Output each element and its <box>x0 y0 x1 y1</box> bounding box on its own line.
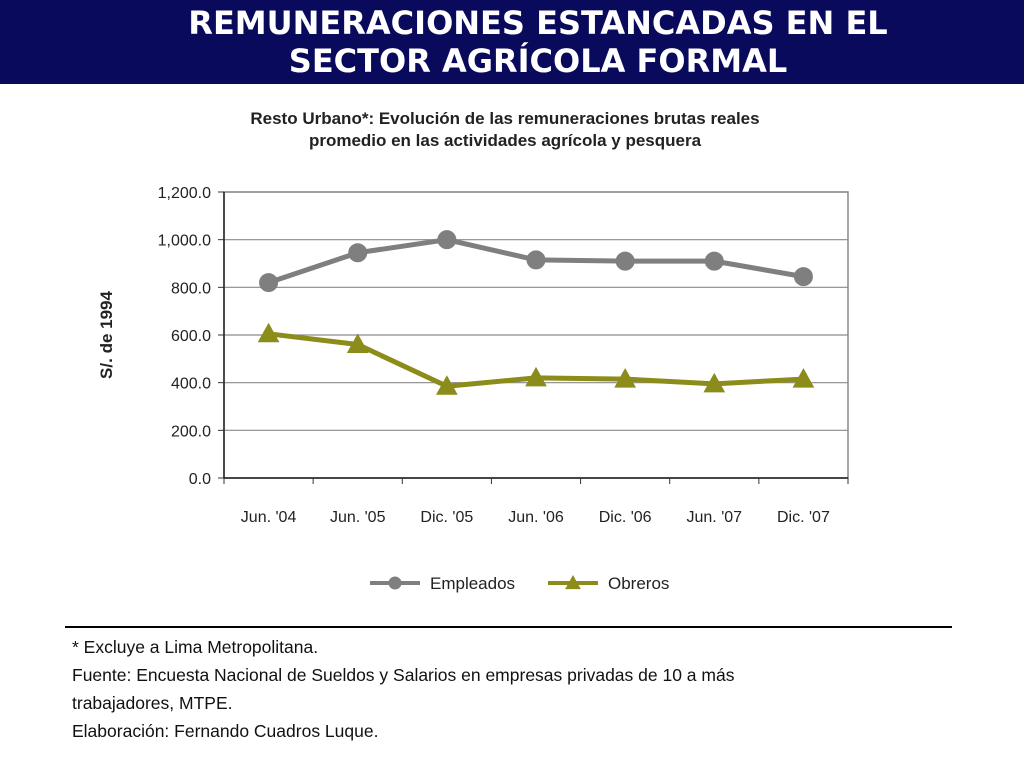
chart-title-line1: Resto Urbano*: Evolución de las remunera… <box>250 109 760 128</box>
footnote-source-cont: trabajadores, MTPE. <box>72 693 233 713</box>
y-tick-label: 200.0 <box>171 423 211 440</box>
legend-marker <box>388 576 402 590</box>
x-tick-label: Jun. '07 <box>687 509 743 526</box>
footnote-author: Elaboración: Fernando Cuadros Luque. <box>72 721 379 741</box>
data-point-empleados <box>615 251 635 271</box>
y-tick-label: 1,200.0 <box>158 185 211 202</box>
slide-title-line1: REMUNERACIONES ESTANCADAS EN EL <box>188 4 888 42</box>
data-point-empleados <box>704 251 724 271</box>
data-point-obreros <box>614 368 636 388</box>
y-tick-label: 400.0 <box>171 376 211 393</box>
data-point-obreros <box>703 372 726 393</box>
footnotes: * Excluye a Lima Metropolitana. Fuente: … <box>72 633 948 745</box>
chart-title: Resto Urbano*: Evolución de las remunera… <box>150 108 860 152</box>
y-tick-label: 600.0 <box>171 328 211 345</box>
data-point-empleados <box>793 267 813 287</box>
data-point-obreros <box>257 322 280 343</box>
x-tick-label: Dic. '07 <box>777 509 830 526</box>
data-point-obreros <box>792 368 815 388</box>
chart-title-line2: promedio en las actividades agrícola y p… <box>308 131 702 150</box>
y-axis-label: S/. de 1994 <box>97 291 116 379</box>
y-tick-label: 0.0 <box>189 471 211 488</box>
x-tick-label: Dic. '05 <box>420 509 473 526</box>
y-tick-label: 800.0 <box>171 280 211 297</box>
x-tick-label: Jun. '04 <box>241 509 297 526</box>
footnote-source: Fuente: Encuesta Nacional de Sueldos y S… <box>72 665 735 685</box>
line-chart: 0.0 200.0 400.0 600.0 800.0 1,000.0 1,200.0 Jun… <box>97 185 849 593</box>
slide-title: REMUNERACIONES ESTANCADAS EN EL SECTOR A… <box>100 4 976 80</box>
data-point-obreros <box>346 333 369 354</box>
legend-label: Empleados <box>430 574 515 593</box>
notes-divider <box>65 626 952 628</box>
legend-label: Obreros <box>608 574 669 593</box>
data-point-obreros <box>436 375 458 395</box>
data-point-obreros <box>525 366 547 387</box>
x-tick-label: Jun. '05 <box>330 509 386 526</box>
data-point-empleados <box>526 250 546 270</box>
footnote-exclusion: * Excluye a Lima Metropolitana. <box>72 637 319 657</box>
x-tick-label: Dic. '06 <box>599 509 652 526</box>
legend-marker <box>565 574 581 590</box>
x-tick-label: Jun. '06 <box>508 509 564 526</box>
data-point-empleados <box>259 273 279 293</box>
title-banner: REMUNERACIONES ESTANCADAS EN EL SECTOR A… <box>0 0 1024 84</box>
data-point-empleados <box>437 230 457 250</box>
y-tick-label: 1,000.0 <box>158 233 211 250</box>
slide-title-line2: SECTOR AGRÍCOLA FORMAL <box>288 42 788 80</box>
data-point-empleados <box>348 243 368 263</box>
